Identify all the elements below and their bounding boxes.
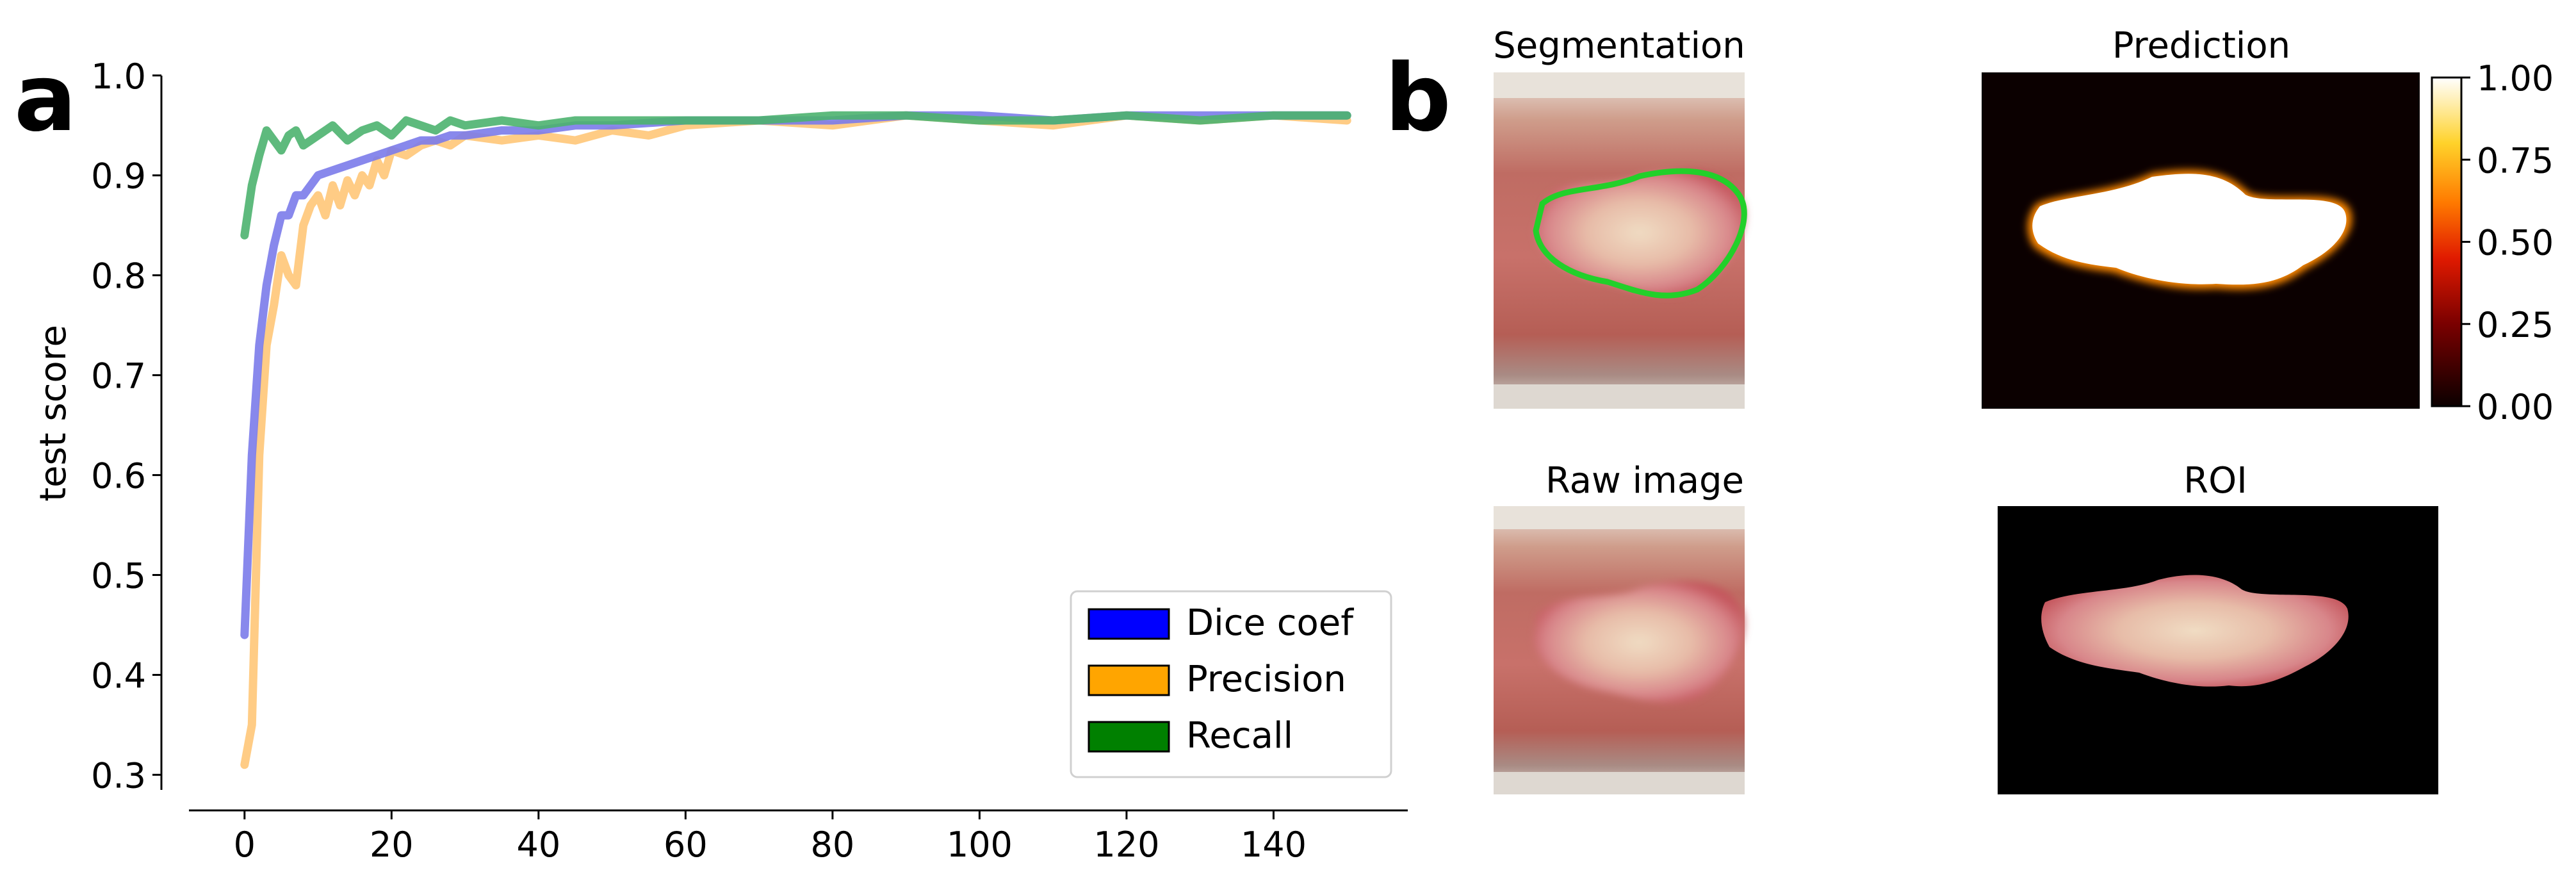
x-tick-label: 20 (370, 824, 414, 865)
segmentation-title: Segmentation (1493, 25, 1745, 67)
y-tick-label: 1.0 (91, 56, 146, 97)
y-tick-label: 0.8 (91, 256, 146, 297)
legend-swatch (1088, 664, 1170, 696)
x-tick-label: 40 (516, 824, 560, 865)
series-line-dice-coef (240, 111, 1351, 639)
x-tick-label: 100 (947, 824, 1013, 865)
legend-label: Precision (1186, 659, 1346, 700)
y-tick-label: 0.9 (91, 156, 146, 197)
segmentation-contour (1533, 168, 1747, 299)
y-tick-label: 0.3 (91, 755, 146, 796)
y-tick-label: 0.6 (91, 456, 146, 496)
colorbar-ticks: 0.00 0.25 0.50 0.75 1.00 (2461, 58, 2554, 427)
panel-label-b: b (1385, 44, 1451, 152)
y-tick-label: 0.5 (91, 556, 146, 596)
x-tick-label: 80 (811, 824, 855, 865)
raw-image-title: Raw image (1545, 460, 1744, 502)
raw-image (1494, 506, 1745, 794)
colorbar-tick-label: 1.00 (2477, 58, 2554, 99)
y-tick-label: 0.4 (91, 655, 146, 696)
line-chart: 0.3 0.4 0.5 0.6 0.7 0.8 0.9 1.0 0 20 40 60 80 100 120 1… (33, 56, 1408, 865)
prediction-image (1982, 72, 2420, 409)
legend-label: Dice coef (1186, 602, 1354, 644)
axes-layer: 0.3 0.4 0.5 0.6 0.7 0.8 0.9 1.0 0 20 40 60 80 100 120 1… (91, 56, 1408, 865)
colorbar: 0.00 0.25 0.50 0.75 1.00 (2431, 58, 2554, 427)
colorbar-tick-label: 0.50 (2477, 223, 2554, 263)
legend-swatch (1088, 721, 1170, 753)
colorbar-tick-label: 0.00 (2477, 387, 2554, 427)
x-tick-label: 0 (234, 824, 256, 865)
y-tick-label: 0.7 (91, 356, 146, 397)
roi-image (1998, 506, 2438, 794)
colorbar-tick-label: 0.25 (2477, 305, 2554, 345)
segmentation-image (1494, 72, 1747, 409)
colorbar-tick-label: 0.75 (2477, 140, 2554, 181)
series-line-recall (240, 111, 1351, 240)
prediction-title: Prediction (2112, 25, 2290, 67)
roi-title: ROI (2183, 460, 2247, 502)
panel-label-a: a (14, 44, 77, 152)
x-tick-label: 140 (1241, 824, 1307, 865)
legend: Dice coef Precision Recall (1070, 590, 1392, 778)
legend-swatch (1088, 608, 1170, 640)
legend-label: Recall (1186, 715, 1293, 757)
x-tick-label: 60 (664, 824, 708, 865)
series-layer (240, 111, 1351, 769)
y-axis-label: test score (33, 325, 74, 502)
x-tick-label: 120 (1093, 824, 1159, 865)
